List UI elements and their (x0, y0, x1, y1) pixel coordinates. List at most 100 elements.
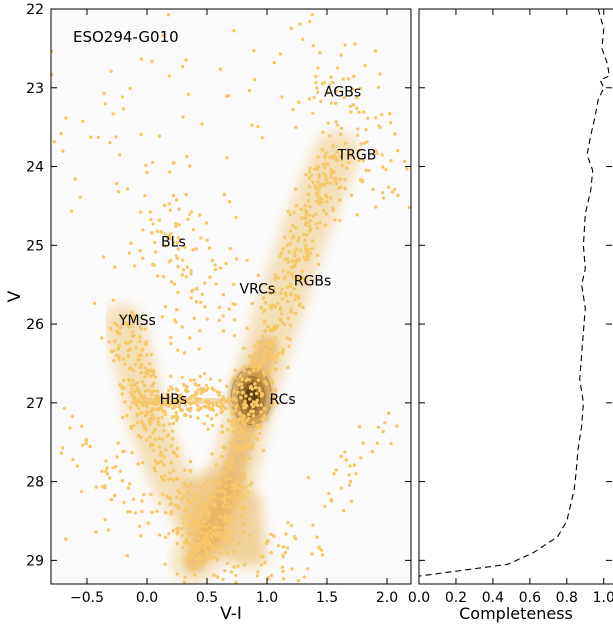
cmd-point (188, 396, 192, 400)
cmd-point (247, 88, 252, 93)
cmd-point (186, 531, 191, 536)
cmd-point (187, 501, 192, 505)
cmd-point (242, 447, 246, 451)
cmd-point (225, 156, 229, 160)
cmd-point (168, 422, 172, 426)
cmd-point (301, 37, 305, 41)
cmd-point (259, 403, 263, 407)
cmd-point (348, 464, 352, 468)
cmd-point (344, 141, 348, 145)
cmd-point (118, 332, 122, 336)
cmd-point (177, 223, 181, 227)
cmd-point (191, 394, 195, 398)
cmd-point (223, 497, 227, 502)
cmd-point (253, 344, 257, 348)
cmd-point (200, 122, 204, 126)
cmd-point (351, 103, 356, 107)
cmd-point (215, 489, 219, 493)
cmd-point (248, 378, 252, 382)
cmd-point (232, 29, 236, 33)
cmd-point (220, 430, 224, 434)
cmd-point (286, 316, 290, 320)
cmd-point (92, 301, 97, 305)
cmd-point (232, 448, 236, 453)
cmd-point (347, 77, 351, 81)
cmd-point (252, 404, 256, 408)
cmd-point (290, 567, 294, 571)
cmd-point (224, 513, 228, 517)
cmd-point (227, 200, 232, 204)
cmd-point (167, 388, 171, 392)
cmd-point (171, 161, 175, 165)
cmd-point (193, 573, 197, 577)
cmd-point (297, 100, 301, 104)
cmd-point (257, 362, 261, 366)
cmd-point (379, 112, 384, 117)
cmd-point (304, 280, 308, 284)
cmd-point (219, 544, 223, 549)
cmd-point (131, 322, 135, 326)
y-tick-label: 23 (26, 81, 44, 97)
x-tick-label: 2.0 (376, 590, 398, 606)
cmd-point (171, 450, 176, 454)
cmd-point (208, 529, 212, 533)
cmd-point (51, 73, 54, 77)
cmd-point (247, 445, 252, 449)
cmd-point (207, 510, 212, 514)
cmd-point (128, 339, 133, 344)
cmd-point (149, 390, 154, 394)
cmd-point (315, 253, 320, 257)
cmd-point (192, 378, 196, 382)
cmd-point (240, 505, 245, 510)
cmd-point (314, 80, 318, 85)
cmd-point (191, 228, 195, 232)
cmd-point (387, 112, 392, 116)
cmd-panel: −0.5 0.0 0.5 1.0 1.5 2.0 22 23 24 25 26 27 28 29 AGB… (5, 2, 412, 624)
cmd-point (207, 497, 211, 501)
cmd-point (189, 210, 194, 214)
cmd-point (307, 192, 311, 197)
cmd-point (141, 403, 145, 408)
cmd-point (169, 232, 173, 236)
cmd-point (96, 135, 101, 139)
cmd-point (219, 410, 223, 415)
cmd-point (312, 95, 316, 100)
cmd-point (328, 134, 332, 138)
cmd-point (176, 265, 180, 269)
cmd-point (241, 530, 245, 534)
cmd-point (150, 160, 155, 165)
cmd-point (164, 510, 168, 515)
cmd-point (130, 451, 134, 455)
cmd-point (248, 456, 252, 461)
cmd-point (152, 389, 156, 393)
cmd-point (149, 352, 153, 357)
cmd-point (228, 505, 233, 509)
cmd-point (347, 160, 351, 164)
cmd-point (201, 501, 206, 505)
cmd-point (354, 471, 358, 476)
cmd-point (240, 514, 244, 518)
cmd-point (393, 187, 397, 192)
cmd-point (260, 334, 265, 338)
cmd-point (167, 202, 171, 206)
cmd-point (155, 509, 159, 513)
cmd-point (259, 410, 263, 414)
cmd-point (287, 250, 291, 254)
cmd-point (113, 265, 117, 269)
cmd-point (288, 213, 292, 217)
cmd-point (250, 123, 254, 127)
cmd-point (314, 212, 318, 216)
cmd-point (143, 389, 148, 393)
cmd-point (120, 314, 125, 318)
cmd-point (191, 553, 195, 558)
cmd-point (353, 42, 357, 46)
cmd-point (284, 532, 288, 536)
y-tick-label: 24 (26, 160, 44, 176)
cmd-point (267, 350, 271, 354)
cmd-point (184, 540, 188, 544)
cmd-point (257, 431, 262, 436)
cmd-point (253, 382, 257, 386)
cmd-point (380, 191, 385, 195)
cmd-point (151, 443, 155, 447)
annotation-label: YMSs (118, 313, 156, 329)
